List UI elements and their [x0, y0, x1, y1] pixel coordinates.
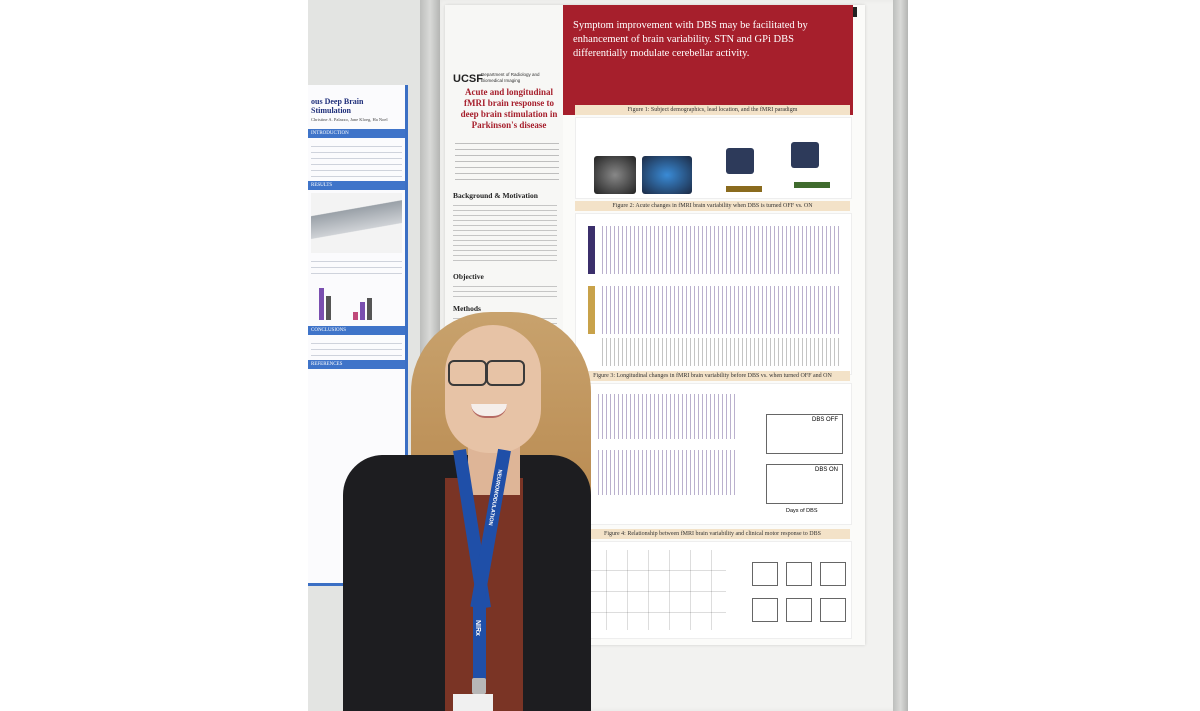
timeline-bar: [794, 182, 830, 188]
department-label: Department of Radiology and Biomedical I…: [481, 72, 540, 83]
plot-label-tag: [588, 226, 595, 274]
stn-plot: [752, 598, 778, 622]
left-poster-section: RESULTS: [308, 181, 405, 190]
figure-4: [575, 541, 852, 639]
objective-heading: Objective: [453, 272, 484, 281]
brain-scan-stack: [726, 148, 754, 174]
left-poster-text: [311, 165, 402, 171]
display-pole-right: [893, 0, 908, 711]
figure-3: DBS OFF DBS ON Days of DBS: [575, 383, 852, 525]
presenter-smile: [471, 404, 507, 418]
presenter-face: [445, 325, 541, 453]
poster-headline: Symptom improvement with DBS may be faci…: [573, 20, 808, 59]
ucsf-logo: UCSF: [453, 73, 483, 85]
days-axis-label: Days of DBS: [786, 508, 818, 514]
brain-scan-stack: [791, 142, 819, 168]
objective-text: [453, 286, 557, 300]
dbs-on-label: DBS ON: [814, 467, 838, 473]
correlation-grid: [586, 550, 726, 630]
figure-1-caption: Figure 1: Subject demographics, lead loc…: [575, 105, 850, 115]
plot-label-tag: [588, 286, 595, 334]
figure-3-caption: Figure 3: Longitudinal changes in fMRI b…: [575, 371, 850, 381]
lanyard-strap: NIRx: [473, 600, 486, 680]
figure-2-caption: Figure 2: Acute changes in fMRI brain va…: [575, 201, 850, 211]
left-poster-text: [311, 159, 402, 165]
left-poster-section: REFERENCES: [308, 360, 405, 369]
name-badge: [453, 694, 493, 711]
longitudinal-plot: [598, 450, 738, 495]
dbs-off-plot: DBS OFF: [766, 414, 843, 454]
variability-plot: [602, 286, 842, 334]
figure-2: [575, 213, 852, 375]
left-poster-bars: [311, 280, 402, 320]
gpi-plot: [786, 562, 812, 586]
timeline-bar: [726, 186, 762, 192]
left-poster-text: [311, 338, 402, 344]
brain-scan-image: [642, 156, 692, 194]
left-poster-text: [311, 256, 402, 262]
glasses-icon: [486, 360, 525, 386]
lanyard-brand: NIRx: [474, 620, 481, 636]
badge-clip: [472, 678, 486, 694]
figure-1: [575, 117, 852, 199]
methods-heading: Methods: [453, 304, 481, 313]
left-poster-title: ous Deep Brain Stimulation: [311, 97, 364, 115]
left-poster-text: [311, 153, 402, 159]
left-poster-section: CONCLUSIONS: [308, 326, 405, 335]
glasses-icon: [448, 360, 487, 386]
background-text: [453, 205, 557, 265]
left-poster-chart: [311, 193, 402, 253]
gpi-plot: [786, 598, 812, 622]
left-poster-section: INTRODUCTION: [308, 129, 405, 138]
left-poster-text: [311, 141, 402, 147]
background-heading: Background & Motivation: [453, 191, 538, 200]
dbs-on-plot: DBS ON: [766, 464, 843, 504]
plot-axis-labels: [602, 338, 842, 366]
dbs-off-label: DBS OFF: [811, 417, 838, 423]
figure-4-caption: Figure 4: Relationship between fMRI brai…: [575, 529, 850, 539]
left-poster-text: [311, 350, 402, 356]
photo-scene: ous Deep Brain Stimulation Christine A. …: [308, 0, 908, 711]
poster-authors: [455, 143, 559, 183]
left-poster-text: [311, 268, 402, 274]
left-poster-text: [311, 262, 402, 268]
cereb-plot: [820, 562, 846, 586]
brain-scan-image: [594, 156, 636, 194]
longitudinal-plot: [598, 394, 738, 439]
poster-header-banner: Symptom improvement with DBS may be faci…: [563, 5, 853, 115]
left-poster-text: [311, 171, 402, 177]
stn-plot: [752, 562, 778, 586]
cereb-plot: [820, 598, 846, 622]
left-poster-text: [311, 344, 402, 350]
left-poster-authors: Christine A. Palazzo, Jane Kloeg, Ha Noe…: [311, 117, 388, 122]
left-poster-text: [311, 147, 402, 153]
variability-plot: [602, 226, 842, 274]
poster-title: Acute and longitudinal fMRI brain respon…: [460, 87, 558, 130]
